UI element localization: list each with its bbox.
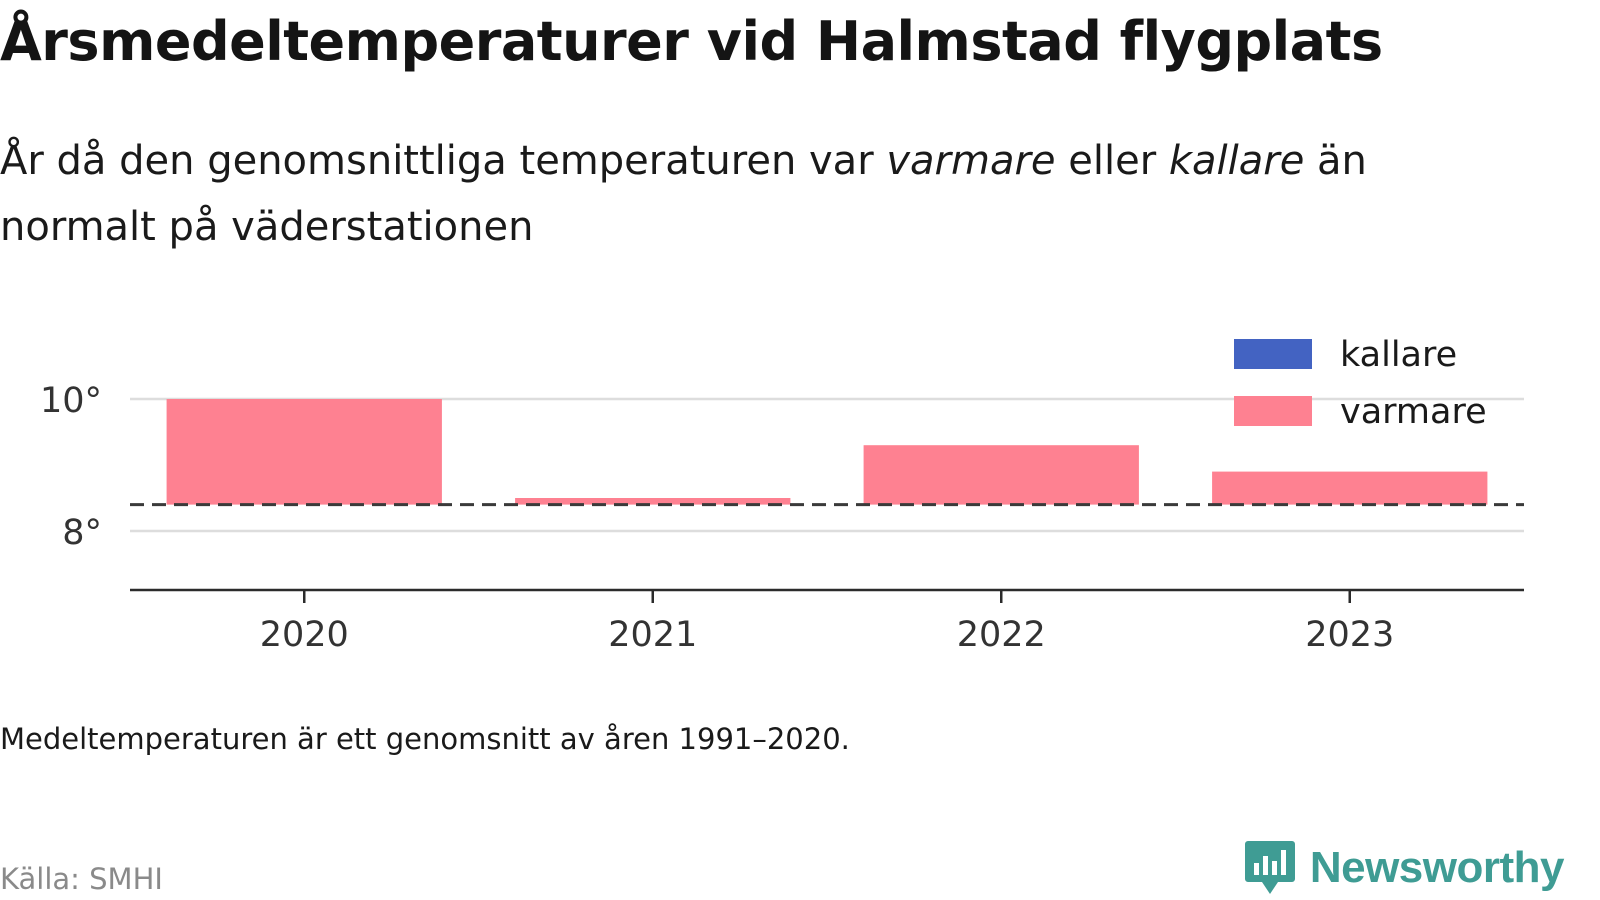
subtitle-emphasis-colder: kallare bbox=[1168, 138, 1305, 184]
bar-2022 bbox=[863, 445, 1139, 505]
x-tick-label: 2022 bbox=[957, 615, 1046, 655]
bar-2020 bbox=[166, 399, 442, 505]
y-tick-label: 10° bbox=[40, 381, 102, 421]
subtitle-text-2: eller bbox=[1055, 138, 1169, 184]
newsworthy-logo-icon bbox=[1244, 841, 1295, 894]
bar-chart: 8° 10° 2020 2021 2022 2023 kallare varmare bbox=[40, 335, 1524, 655]
chart-note: Medeltemperaturen är ett genomsnitt av å… bbox=[0, 722, 850, 756]
source-label: Källa: SMHI bbox=[0, 862, 163, 896]
brand-name: Newsworthy bbox=[1309, 843, 1565, 892]
brand-logo: Newsworthy bbox=[1244, 840, 1565, 896]
chart-title: Årsmedeltemperaturer vid Halmstad flygpl… bbox=[0, 10, 1383, 73]
chart-subtitle: År då den genomsnittliga temperaturen va… bbox=[0, 128, 1520, 260]
subtitle-text-1: År då den genomsnittliga temperaturen va… bbox=[0, 138, 887, 184]
subtitle-emphasis-warmer: varmare bbox=[886, 138, 1056, 184]
x-tick-label: 2021 bbox=[608, 615, 697, 655]
x-tick-label: 2023 bbox=[1305, 615, 1394, 655]
legend-label-varmare: varmare bbox=[1340, 392, 1487, 432]
x-axis: 2020 2021 2022 2023 bbox=[130, 588, 1524, 655]
legend: kallare varmare bbox=[1234, 335, 1487, 432]
bar-2021 bbox=[515, 498, 791, 505]
legend-label-kallare: kallare bbox=[1340, 335, 1457, 375]
bar-2023 bbox=[1212, 471, 1488, 505]
bars bbox=[166, 399, 1488, 505]
legend-swatch-varmare bbox=[1234, 396, 1312, 426]
x-tick-label: 2020 bbox=[260, 615, 349, 655]
subtitle-text-3: än normalt på väderstationen bbox=[0, 138, 1367, 250]
legend-swatch-kallare bbox=[1234, 339, 1312, 369]
y-tick-label: 8° bbox=[62, 513, 102, 553]
